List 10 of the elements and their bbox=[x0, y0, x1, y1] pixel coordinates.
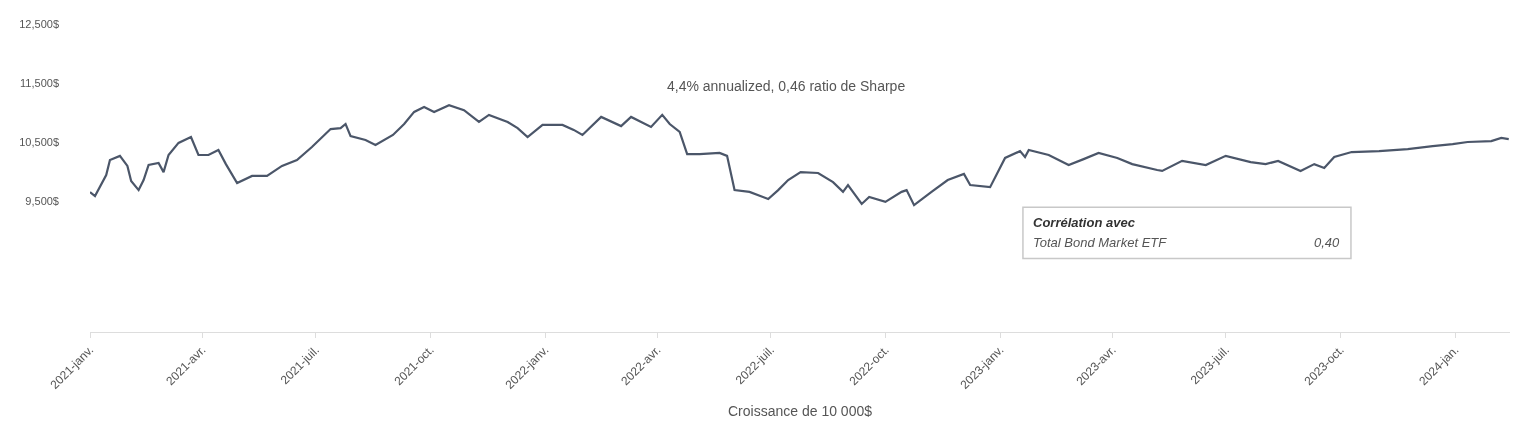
y-tick-label: 9,500$ bbox=[25, 194, 59, 207]
annotation: Corrélation avec bbox=[1033, 215, 1136, 230]
annotation: 0,40 bbox=[1314, 235, 1341, 250]
y-tick-label: 11,500$ bbox=[20, 76, 59, 89]
line-series bbox=[90, 104, 1510, 207]
annotation: Total Bond Market ETF bbox=[1033, 235, 1168, 250]
y-tick-label: 10,500$ bbox=[19, 135, 59, 148]
annotation: 4,4% annualized, 0,46 ratio de Sharpe bbox=[667, 78, 906, 94]
y-tick-label: 12,500$ bbox=[19, 17, 59, 30]
x-axis-title: Croissance de 10 000$ bbox=[728, 403, 873, 420]
